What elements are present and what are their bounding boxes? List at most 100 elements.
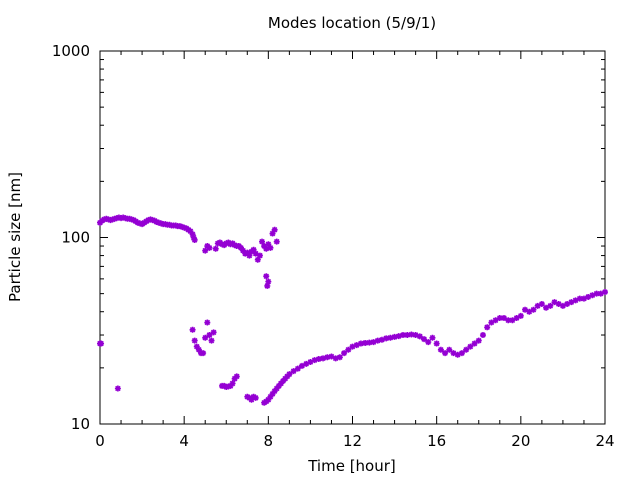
data-point <box>488 319 495 326</box>
data-point <box>269 390 276 397</box>
data-point <box>467 343 474 350</box>
tick-labels: 0 4 8 12 16 20 24 10 100 1000 <box>52 42 615 450</box>
data-point <box>572 297 579 304</box>
data-point <box>256 252 263 259</box>
data-point <box>240 247 247 254</box>
data-point <box>231 242 238 249</box>
data-point <box>538 300 545 307</box>
data-point <box>576 295 583 302</box>
data-point <box>336 354 343 361</box>
data-point <box>543 304 550 311</box>
data-point <box>275 382 282 389</box>
data-point <box>404 332 411 339</box>
data-point <box>264 282 271 289</box>
data-point <box>597 290 604 297</box>
data-point <box>517 312 524 319</box>
data-point <box>408 331 415 338</box>
data-point <box>559 302 566 309</box>
data-point <box>210 329 217 336</box>
data-point <box>530 306 537 313</box>
x-tick-label: 12 <box>343 432 362 450</box>
data-point <box>303 360 310 367</box>
data-point <box>267 244 274 251</box>
data-point <box>206 332 213 339</box>
data-point <box>280 378 287 385</box>
data-point <box>471 340 478 347</box>
data-point <box>191 337 198 344</box>
data-point <box>328 353 335 360</box>
data-point <box>254 256 261 263</box>
data-point <box>446 346 453 353</box>
data-point <box>353 342 360 349</box>
y-tick-label: 10 <box>71 415 90 433</box>
data-point <box>395 333 402 340</box>
data-point <box>602 289 608 296</box>
data-point <box>187 228 194 235</box>
data-point <box>534 302 541 309</box>
data-point <box>261 243 268 250</box>
data-point <box>252 250 259 257</box>
data-point <box>412 332 419 339</box>
data-point <box>265 241 272 248</box>
data-point <box>501 315 507 322</box>
data-point <box>513 315 520 322</box>
data-point <box>593 290 600 297</box>
data-point <box>277 380 284 387</box>
data-point <box>223 240 230 247</box>
x-tick-label: 24 <box>595 432 614 450</box>
data-point <box>250 246 257 253</box>
data-point <box>263 245 270 252</box>
data-point <box>294 365 301 372</box>
data-point <box>425 339 432 346</box>
data-point <box>202 334 209 341</box>
data-point <box>233 373 240 380</box>
data-point <box>589 292 596 299</box>
data-point <box>551 299 558 306</box>
data-point <box>454 351 461 358</box>
data-point <box>252 394 259 401</box>
data-point <box>357 340 364 347</box>
data-point <box>273 385 280 392</box>
data-point <box>345 346 352 353</box>
data-point <box>265 278 272 285</box>
data-point <box>189 326 196 333</box>
data-point <box>191 236 198 243</box>
data-point <box>190 234 197 241</box>
data-point <box>421 336 428 343</box>
data-point <box>564 300 571 307</box>
y-axis-label: Particle size [nm] <box>6 172 24 302</box>
data-point <box>387 334 394 341</box>
data-point <box>484 324 491 331</box>
chart-title: Modes location (5/9/1) <box>268 14 436 32</box>
data-point <box>547 302 554 309</box>
data-point <box>437 346 444 353</box>
data-point <box>366 339 373 346</box>
data-point <box>273 238 280 245</box>
data-point <box>458 350 465 357</box>
x-axis-label: Time [hour] <box>307 457 396 475</box>
data-point <box>193 343 200 350</box>
data-point <box>509 317 516 324</box>
x-tick-label: 4 <box>179 432 189 450</box>
data-point <box>114 385 121 392</box>
data-point <box>585 293 592 300</box>
data-point <box>349 343 356 350</box>
data-point <box>229 380 236 387</box>
data-point <box>378 336 385 343</box>
data-point <box>204 319 211 326</box>
data-point <box>496 315 503 322</box>
data-point <box>311 357 318 364</box>
data-point <box>265 396 272 403</box>
data-point <box>206 244 213 251</box>
data-point <box>244 249 251 256</box>
data-point <box>299 362 305 369</box>
data-point <box>433 340 440 347</box>
x-tick-label: 8 <box>264 432 274 450</box>
data-point <box>263 273 270 280</box>
data-point <box>383 335 390 342</box>
data-point <box>246 252 253 259</box>
data-point <box>475 337 482 344</box>
data-point <box>492 317 499 324</box>
data-point <box>416 333 423 340</box>
data-point <box>429 334 436 341</box>
